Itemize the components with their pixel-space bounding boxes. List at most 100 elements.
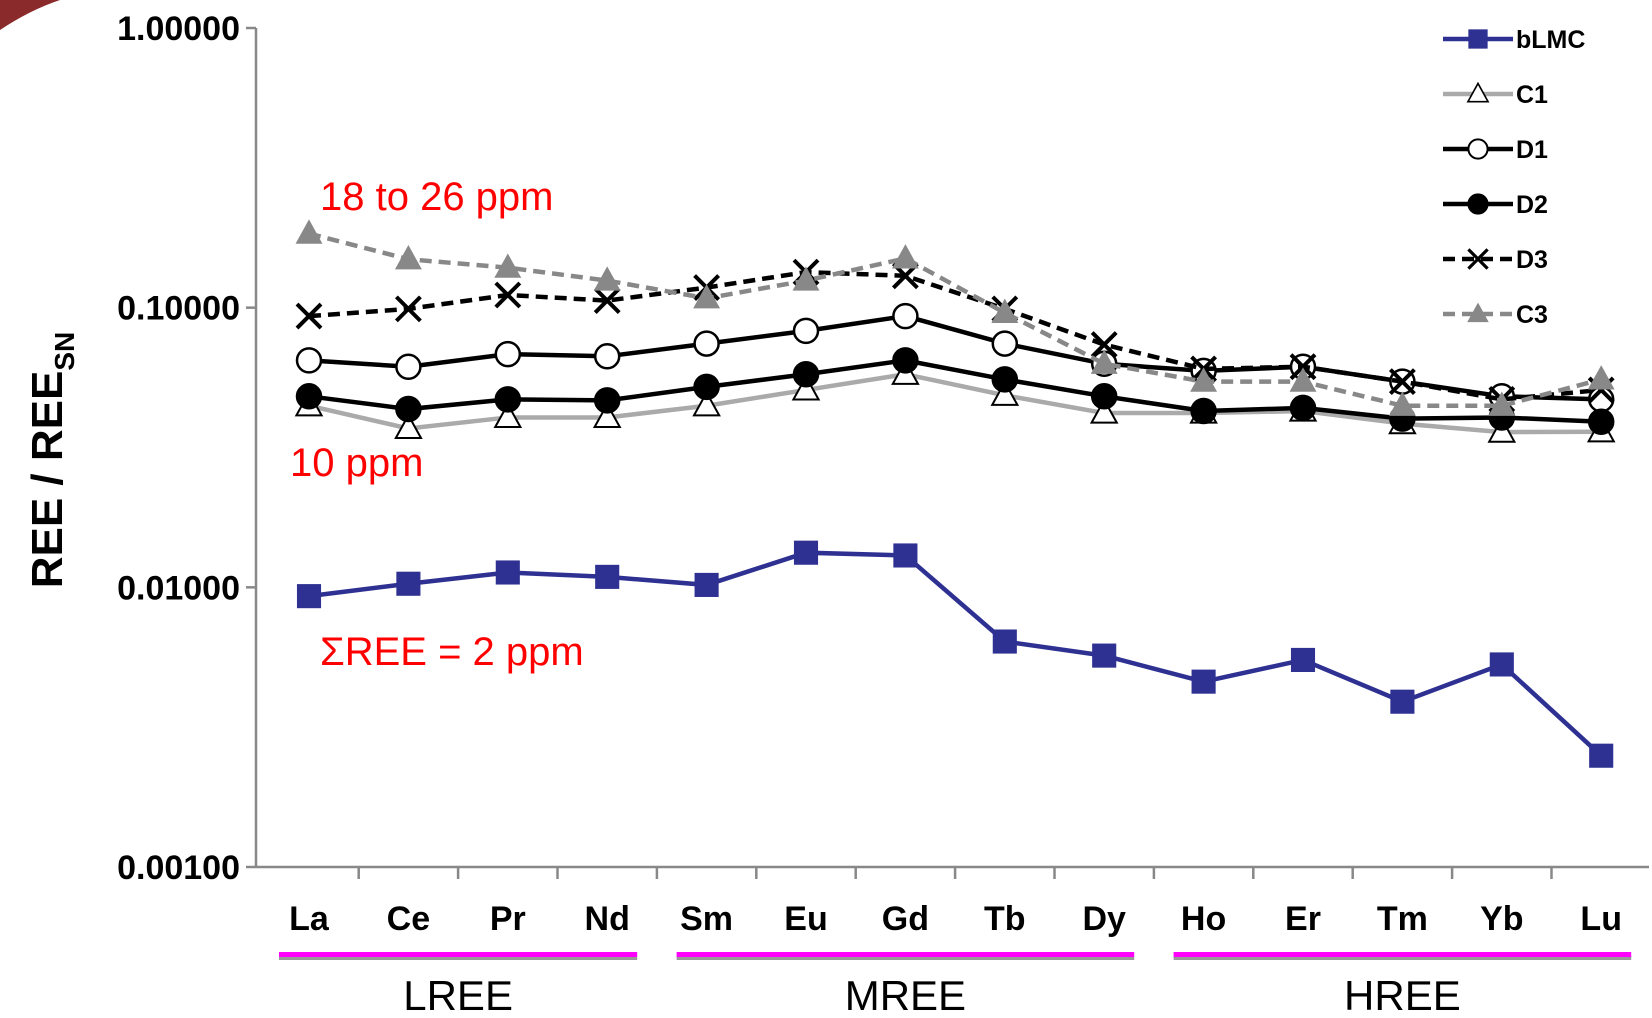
marker: [295, 219, 323, 244]
marker: [1488, 391, 1516, 416]
marker: [595, 564, 620, 589]
x-tick-label: Lu: [1580, 900, 1622, 938]
legend-label: C1: [1516, 81, 1548, 109]
marker: [593, 343, 621, 370]
y-axis-label: REE / REESN: [23, 332, 80, 589]
marker: [1092, 643, 1117, 668]
marker: [394, 413, 423, 440]
legend-label: D1: [1516, 136, 1548, 164]
annotation: ΣREE = 2 ppm: [320, 630, 584, 674]
series: [295, 302, 1615, 413]
group-label: MREE: [845, 972, 966, 1018]
series-line: [308, 550, 1603, 758]
x-tick-label: Tm: [1377, 900, 1428, 938]
marker: [1467, 302, 1489, 323]
marker: [494, 386, 522, 413]
x-tick-label: Dy: [1082, 900, 1126, 938]
marker: [694, 572, 719, 597]
marker: [1090, 349, 1118, 374]
marker: [494, 340, 522, 368]
marker: [991, 298, 1019, 323]
group-underline-shadow: [1173, 957, 1632, 960]
marker: [1089, 397, 1119, 424]
series-line: [308, 269, 1602, 402]
x-tick-label: Eu: [784, 900, 827, 938]
series: [296, 540, 1614, 768]
corner-decoration: [0, 0, 60, 30]
marker: [493, 402, 523, 429]
y-axis-label-sub: SN: [49, 332, 80, 371]
x-tick-label: Nd: [585, 900, 630, 938]
legend-label: C3: [1516, 301, 1548, 329]
marker: [295, 347, 323, 374]
annotation: 10 ppm: [290, 441, 423, 485]
legend-marker: [1466, 81, 1490, 103]
marker: [693, 284, 721, 309]
group-underline-shadow: [279, 957, 638, 960]
marker: [593, 266, 621, 291]
marker: [1468, 29, 1488, 49]
series-line: [308, 358, 1602, 424]
marker: [1289, 394, 1317, 422]
marker: [593, 387, 621, 414]
marker: [892, 302, 919, 330]
marker: [693, 373, 720, 401]
x-tick-label: Pr: [490, 900, 526, 938]
marker: [592, 402, 622, 429]
marker: [1587, 365, 1615, 390]
marker: [1467, 248, 1489, 270]
marker: [295, 383, 323, 410]
legend-label: D2: [1516, 191, 1548, 219]
y-tick-label: 0.10000: [117, 290, 240, 328]
marker: [396, 571, 421, 596]
marker: [394, 244, 422, 270]
marker: [1589, 743, 1614, 768]
annotation: 18 to 26 ppm: [320, 175, 554, 219]
marker: [991, 330, 1019, 357]
marker: [1587, 408, 1615, 435]
marker: [791, 374, 821, 401]
marker: [1388, 368, 1416, 396]
legend-marker: [1467, 193, 1489, 215]
marker: [1190, 397, 1217, 425]
legend-marker: [1467, 302, 1489, 323]
marker: [296, 584, 322, 609]
marker: [394, 295, 422, 323]
marker: [1388, 391, 1416, 416]
marker: [1390, 689, 1415, 714]
marker: [395, 395, 422, 423]
y-axis-label-main: REE / REE: [23, 371, 72, 589]
marker: [593, 287, 621, 315]
marker: [1489, 652, 1514, 677]
legend-marker: [1468, 29, 1488, 49]
marker: [992, 629, 1017, 654]
x-tick-label: Tb: [984, 900, 1026, 938]
marker: [1466, 81, 1490, 103]
group-label: HREE: [1344, 972, 1461, 1018]
x-tick-label: Ce: [387, 900, 430, 938]
series-line: [308, 231, 1602, 408]
x-tick-label: Yb: [1480, 900, 1523, 938]
x-tick-label: La: [289, 900, 330, 938]
marker: [692, 390, 721, 417]
marker: [1289, 353, 1317, 381]
group-underline-shadow: [676, 957, 1135, 960]
marker: [1290, 647, 1316, 672]
group-underline: [676, 952, 1135, 957]
marker: [893, 543, 918, 568]
series: [295, 347, 1615, 435]
marker: [792, 360, 820, 388]
marker: [494, 253, 522, 278]
series-line: [308, 371, 1602, 435]
x-tick-label: Ho: [1181, 900, 1226, 938]
marker: [295, 302, 323, 330]
legend-label: D3: [1516, 246, 1548, 274]
marker: [1090, 331, 1118, 358]
legend-marker: [1467, 138, 1489, 160]
marker: [892, 347, 919, 374]
marker: [1191, 669, 1216, 694]
marker: [1090, 383, 1118, 410]
y-tick-label: 1.00000: [117, 10, 240, 48]
series-line: [308, 313, 1602, 402]
